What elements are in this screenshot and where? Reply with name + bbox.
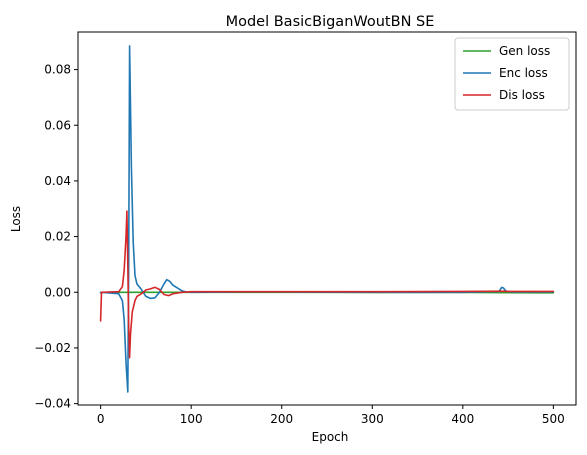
y-axis: −0.04 −0.02 0.00 0.02 0.04 0.06 0.08	[34, 63, 78, 411]
x-tick-label: 300	[361, 412, 384, 426]
series-line-dis-loss	[101, 211, 554, 358]
legend: Gen loss Enc loss Dis loss	[455, 38, 569, 110]
x-axis-label: Epoch	[312, 430, 349, 444]
y-tick-label: −0.04	[34, 397, 71, 411]
legend-label: Gen loss	[499, 44, 550, 58]
x-tick-label: 100	[180, 412, 203, 426]
y-tick-label: −0.02	[34, 341, 71, 355]
x-axis: 0 100 200 300 400 500	[97, 405, 565, 426]
x-tick-label: 200	[270, 412, 293, 426]
y-axis-label: Loss	[9, 206, 23, 232]
y-tick-label: 0.00	[44, 285, 71, 299]
x-tick-label: 400	[451, 412, 474, 426]
x-tick-label: 0	[97, 412, 105, 426]
chart-title: Model BasicBiganWoutBN SE	[226, 14, 435, 30]
x-tick-label: 500	[542, 412, 565, 426]
legend-label: Dis loss	[499, 88, 545, 102]
y-tick-label: 0.02	[44, 230, 71, 244]
y-tick-label: 0.08	[44, 63, 71, 77]
y-tick-label: 0.04	[44, 174, 71, 188]
y-tick-label: 0.06	[44, 118, 71, 132]
legend-label: Enc loss	[499, 66, 548, 80]
